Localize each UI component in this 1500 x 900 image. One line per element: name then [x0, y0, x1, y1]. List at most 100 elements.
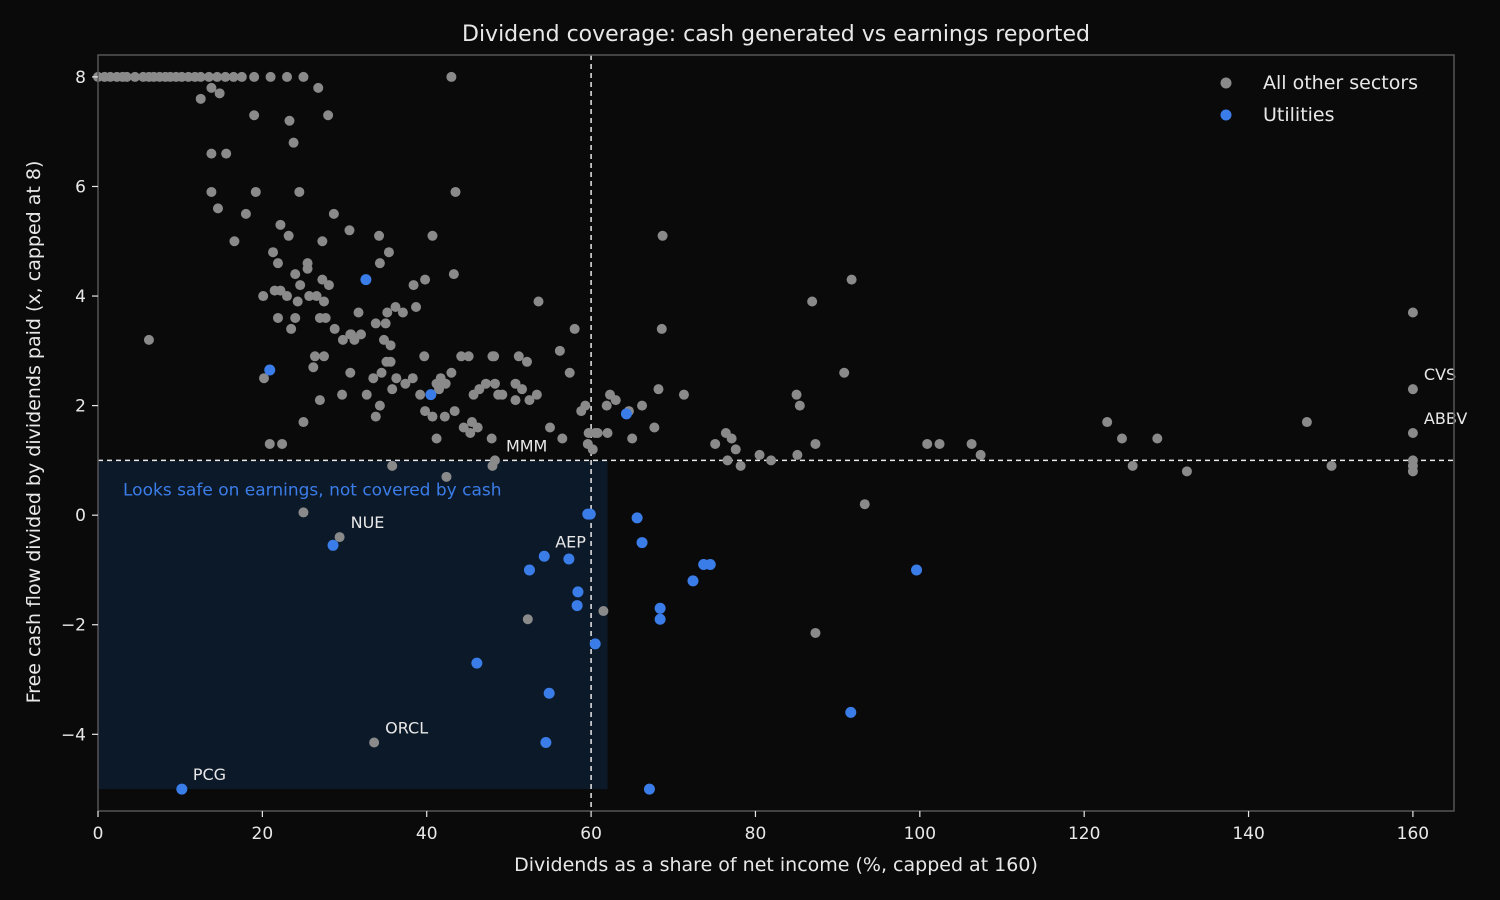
data-point	[391, 373, 402, 384]
data-point	[275, 285, 286, 296]
data-point	[249, 71, 260, 82]
data-point	[282, 71, 293, 82]
data-point	[533, 296, 544, 307]
data-point	[360, 274, 372, 286]
data-point	[564, 367, 575, 378]
data-point	[1116, 433, 1127, 444]
data-point	[431, 433, 442, 444]
y-tick-label: 6	[75, 177, 86, 197]
data-point	[400, 378, 411, 389]
data-point	[317, 236, 328, 247]
data-point	[361, 389, 372, 400]
data-point	[387, 460, 398, 471]
data-point	[295, 280, 306, 291]
data-point	[810, 438, 821, 449]
data-point	[587, 444, 598, 455]
data-point	[292, 296, 303, 307]
data-point	[1301, 417, 1312, 428]
data-point	[374, 400, 385, 411]
data-point	[497, 389, 508, 400]
data-point	[143, 334, 154, 345]
data-point	[584, 508, 596, 520]
legend-marker	[1220, 77, 1232, 89]
data-point	[298, 71, 309, 82]
x-axis-label: Dividends as a share of net income (%, c…	[514, 854, 1038, 876]
annotation-label: MMM	[506, 436, 547, 455]
data-point	[704, 558, 716, 570]
data-point	[319, 296, 329, 307]
data-point	[598, 606, 609, 617]
data-point	[206, 148, 217, 159]
data-point	[284, 115, 295, 126]
data-point	[275, 219, 286, 230]
data-point	[571, 600, 583, 612]
data-point	[346, 329, 357, 340]
data-point	[1152, 433, 1163, 444]
data-point	[572, 586, 584, 598]
data-point	[1127, 460, 1138, 471]
data-point	[337, 389, 348, 400]
data-point	[523, 564, 535, 576]
data-point	[308, 362, 319, 373]
data-point	[521, 356, 532, 367]
data-point	[722, 455, 733, 466]
data-point	[317, 274, 328, 285]
data-point	[649, 422, 660, 433]
data-point	[589, 638, 601, 650]
legend-label: Utilities	[1263, 104, 1335, 126]
data-point	[397, 307, 408, 318]
annotation-label: ORCL	[385, 719, 428, 738]
data-point	[236, 71, 247, 82]
data-point	[407, 373, 418, 384]
data-point	[543, 687, 555, 699]
data-point	[602, 428, 613, 438]
data-point	[517, 384, 528, 395]
data-point	[376, 367, 387, 378]
data-point	[369, 737, 380, 748]
data-point	[439, 411, 450, 422]
data-point	[277, 438, 288, 449]
data-point	[385, 356, 396, 367]
series-other-sectors	[93, 71, 1418, 748]
data-point	[212, 71, 223, 82]
data-point	[468, 389, 479, 400]
data-point	[463, 351, 474, 362]
data-point	[489, 351, 500, 362]
data-point	[380, 318, 391, 329]
annotation-label: CVS	[1424, 365, 1456, 384]
data-point	[370, 411, 381, 422]
data-point	[382, 307, 393, 318]
data-point	[249, 110, 260, 121]
data-point	[206, 186, 217, 197]
annotation-label: AEP	[555, 532, 586, 551]
data-point	[314, 395, 325, 406]
data-point	[250, 186, 261, 197]
data-point	[754, 449, 765, 460]
y-axis-label: Free cash flow divided by dividends paid…	[23, 161, 45, 704]
data-point	[259, 373, 270, 384]
data-point	[387, 384, 398, 395]
data-point	[420, 406, 431, 417]
data-point	[323, 280, 334, 291]
data-point	[206, 82, 217, 93]
data-point	[446, 71, 457, 82]
data-point	[538, 550, 550, 562]
y-tick-label: 2	[75, 397, 86, 417]
data-point	[195, 71, 206, 82]
data-point	[268, 247, 279, 258]
data-point	[557, 433, 568, 444]
x-tick-label: 40	[416, 824, 438, 844]
data-point	[569, 323, 580, 334]
data-point	[390, 302, 401, 312]
data-point	[368, 373, 379, 384]
data-point	[480, 378, 491, 389]
data-point	[1407, 466, 1418, 477]
data-point	[309, 351, 320, 362]
y-tick-label: 0	[75, 506, 86, 526]
data-point	[264, 364, 276, 376]
data-point	[425, 389, 437, 401]
data-point	[446, 367, 457, 378]
data-point	[448, 269, 459, 280]
data-point	[378, 334, 389, 345]
